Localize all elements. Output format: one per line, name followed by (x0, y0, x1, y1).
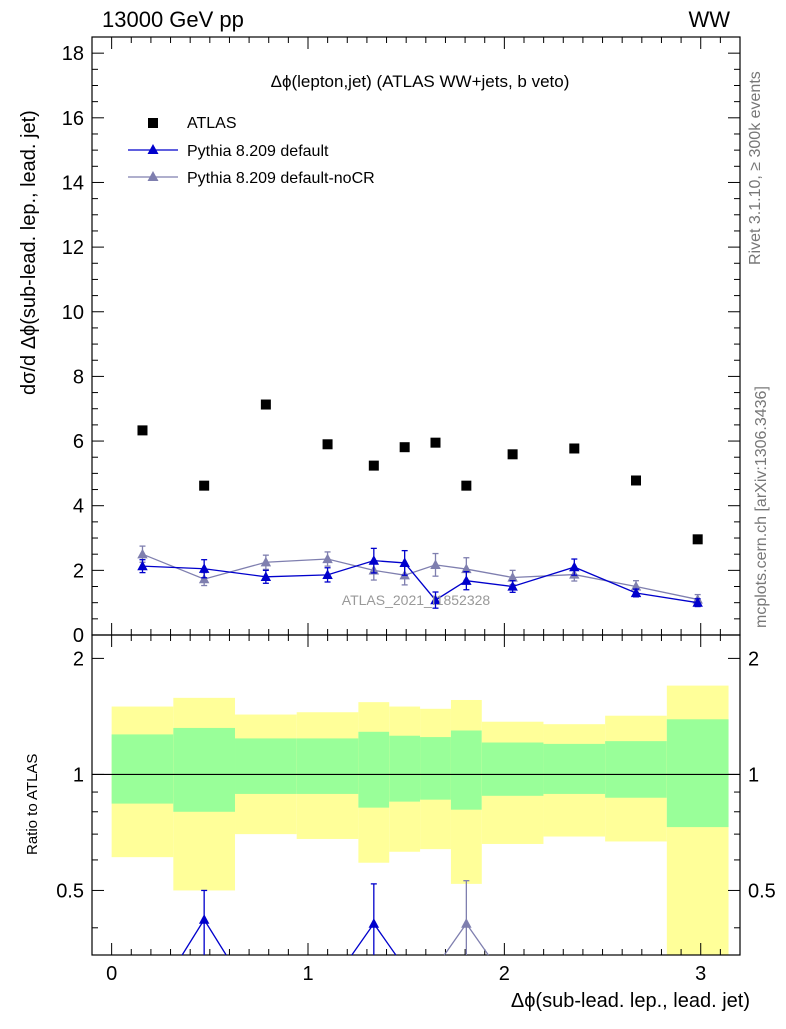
data-point-atlas (322, 439, 333, 450)
ratio-band-inner (111, 734, 174, 804)
ratio-band-inner (450, 730, 482, 810)
legend-marker-atlas (148, 118, 158, 128)
ratio-y-tick-label: 1 (73, 764, 84, 786)
y-tick-label: 4 (73, 496, 84, 518)
series-line-default (142, 559, 698, 604)
y-tick-label: 0 (73, 625, 84, 647)
data-point-nocr (630, 581, 642, 591)
ratio-band-inner (605, 741, 667, 798)
data-point-atlas (569, 443, 580, 454)
y-tick-label: 14 (62, 172, 84, 194)
ratio-line-segment (351, 923, 375, 956)
ratio-band-inner (481, 742, 544, 796)
legend-marker-default (147, 144, 159, 154)
data-point-atlas (199, 480, 210, 491)
data-point-default (368, 555, 380, 565)
series-line-nocr (142, 553, 698, 601)
data-point-default (507, 581, 518, 591)
data-point-atlas (507, 449, 518, 460)
data-point-atlas (692, 534, 703, 545)
legend-label-atlas: ATLAS (187, 115, 237, 132)
data-point-atlas (137, 425, 148, 436)
data-point-default (692, 597, 703, 607)
data-point-default (322, 569, 333, 580)
x-axis-label: Δϕ(sub-lead. lep., lead. jet) (511, 990, 750, 1012)
chart-title: Δϕ(lepton,jet) (ATLAS WW+jets, b veto) (271, 72, 570, 91)
ratio-y-tick-label: 2 (748, 648, 759, 670)
x-tick-label: 1 (302, 963, 313, 985)
ratio-y-axis-label: Ratio to ATLAS (24, 754, 41, 855)
data-point-atlas (461, 480, 472, 491)
ratio-y-tick-label: 0.5 (748, 880, 776, 902)
x-tick-label: 0 (106, 963, 117, 985)
data-point-atlas (430, 437, 441, 448)
data-point-default (198, 563, 210, 573)
x-tick-label: 2 (499, 963, 510, 985)
y-tick-label: 16 (62, 108, 84, 130)
analysis-watermark: ATLAS_2021_I1852328 (342, 592, 491, 608)
ratio-line-segment (203, 919, 227, 956)
data-point-nocr (507, 571, 518, 582)
y-tick-label: 2 (73, 560, 84, 582)
ratio-y-tick-label: 0.5 (56, 880, 84, 902)
data-point-atlas (368, 460, 379, 471)
legend: ATLAS Pythia 8.209 default Pythia 8.209 … (128, 115, 375, 187)
data-point-default (430, 594, 441, 605)
ratio-band-inner (666, 719, 729, 828)
data-point-nocr (430, 559, 441, 569)
legend-marker-nocr (147, 171, 159, 181)
legend-label-nocr: Pythia 8.209 default-noCR (187, 170, 375, 187)
ratio-line-segment (181, 919, 205, 956)
header-left-label: 13000 GeV pp (102, 7, 244, 32)
data-point-nocr (461, 563, 472, 574)
data-point-default (630, 587, 642, 598)
ratio-point (368, 918, 380, 928)
y-axis-label: dσ/d Δϕ(sub-lead. lep., lead. jet) (18, 110, 40, 395)
data-point-default (260, 571, 272, 581)
y-tick-label: 12 (62, 237, 84, 259)
y-tick-label: 8 (73, 366, 84, 388)
data-point-nocr (322, 553, 333, 564)
ratio-band-inner (420, 737, 451, 800)
y-tick-label: 18 (62, 43, 84, 65)
data-point-nocr (260, 556, 272, 567)
ratio-bands (92, 685, 740, 955)
side-label-mcplots: mcplots.cern.ch [arXiv:1306.3436] (753, 386, 770, 628)
data-point-default (461, 575, 472, 585)
data-point-atlas (399, 442, 410, 453)
data-point-default (137, 560, 148, 571)
ratio-point (198, 914, 210, 924)
data-point-default (569, 561, 580, 572)
ratio-band-inner (235, 738, 297, 794)
side-label-rivet: Rivet 3.1.10, ≥ 300k events (747, 71, 764, 265)
ratio-band-inner (173, 727, 236, 812)
ratio-marks (181, 880, 489, 956)
data-point-atlas (260, 399, 271, 410)
ratio-y-tick-label: 2 (73, 648, 84, 670)
data-point-default (399, 557, 410, 568)
data-point-nocr (137, 548, 148, 559)
ratio-panel-frame (91, 634, 741, 956)
ratio-line-segment (373, 923, 397, 956)
marks (137, 399, 703, 609)
ratio-band-inner (296, 738, 359, 794)
ratio-y-tick-label: 1 (748, 764, 759, 786)
ratio-band-inner (389, 735, 421, 802)
y-tick-label: 6 (73, 431, 84, 453)
ratio-point (461, 918, 472, 928)
x-tick-label: 3 (695, 963, 706, 985)
ratio-line-segment (443, 923, 467, 956)
legend-label-default: Pythia 8.209 default (187, 143, 329, 160)
y-tick-label: 10 (62, 302, 84, 324)
ratio-band-inner (543, 743, 606, 794)
ratio-band-inner (358, 731, 390, 808)
data-point-atlas (631, 475, 642, 486)
header-right-label: WW (688, 7, 730, 32)
ratio-line-segment (465, 923, 489, 956)
